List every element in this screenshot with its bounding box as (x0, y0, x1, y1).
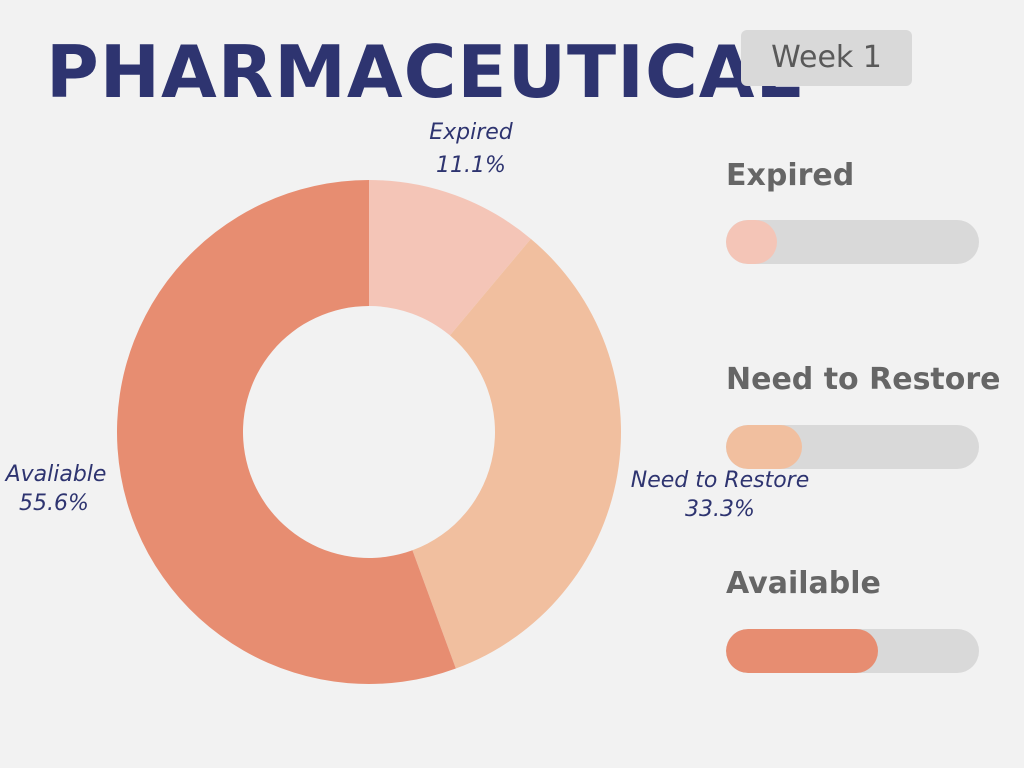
slice-label-available: Avaliable (4, 462, 107, 487)
progress-fill-available (726, 629, 878, 673)
stat-label-available: Available (726, 566, 881, 601)
slice-label-need-to-restore: Need to Restore (631, 468, 810, 493)
progress-fill-need-to-restore (726, 425, 802, 469)
slice-label-expired: Expired (429, 120, 514, 145)
stat-label-expired: Expired (726, 158, 855, 193)
progress-track-expired (726, 220, 979, 264)
donut-slice-expired (369, 180, 531, 336)
slice-value-expired: 11.1% (436, 153, 506, 178)
slice-value-need-to-restore: 33.3% (685, 497, 755, 522)
week-selector-button[interactable]: Week 1 (741, 30, 912, 86)
progress-fill-expired (726, 220, 777, 264)
donut-slice-need-to-restore (412, 238, 621, 669)
progress-track-available (726, 629, 979, 673)
donut-slice-avaliable (117, 180, 456, 684)
progress-track-need-to-restore (726, 425, 979, 469)
slice-value-available: 55.6% (19, 491, 89, 516)
page-title: PHARMACEUTICAL (46, 30, 803, 114)
stat-label-need-to-restore: Need to Restore (726, 362, 1001, 397)
